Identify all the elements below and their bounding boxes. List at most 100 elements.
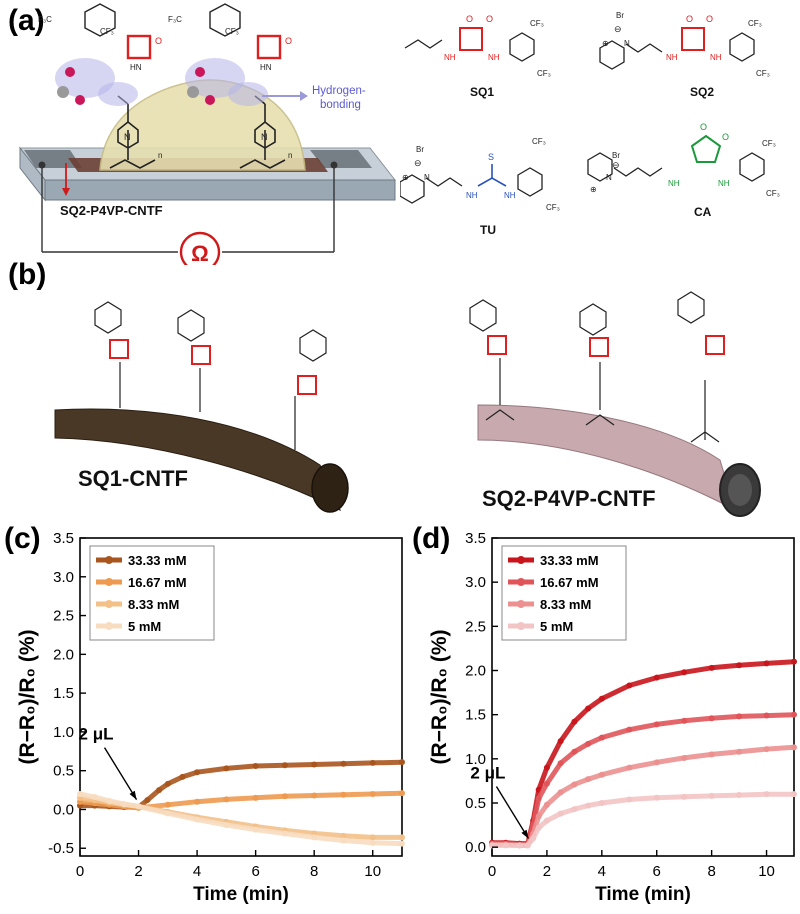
ohmmeter-icon [179,231,221,265]
f3c-label: F₃C [38,15,52,24]
squaramide-ring [126,34,152,60]
svg-text:⊖: ⊖ [414,158,422,168]
data-point [535,813,542,820]
x-tick-label: 0 [488,863,496,880]
data-point [571,718,578,725]
analyte-atom [57,86,69,98]
y-tick-label: 1.5 [465,707,486,724]
data-point [763,660,770,667]
device-caption: SQ2-P4VP-CNTF [60,203,163,218]
data-point [399,834,405,841]
y-tick-label: 2.0 [465,663,486,680]
data-point [164,780,171,787]
svg-text:CF₃: CF₃ [537,69,551,78]
data-point [369,839,376,846]
svg-text:N: N [624,39,630,48]
f3c-label: F₃C [168,15,182,24]
analyte-atom [195,67,205,77]
legend-label: 33.33 mM [128,553,187,568]
compound-structures: NH NH O O CF₃ CF₃ SQ1 Br ⊖ N ⊕ NH NH O O… [400,11,780,237]
y-tick-label: -0.5 [48,840,74,857]
y-tick-label: 1.5 [53,685,74,702]
data-point [179,773,186,780]
data-point [653,794,660,801]
y-axis-label: (R−R₀)/R₀ (%) [16,629,39,764]
electrode-left [24,150,82,168]
o-label: O [285,36,292,46]
data-point [311,761,318,768]
data-point [340,837,347,844]
y-tick-label: 0.0 [465,839,486,856]
compound-name-sq1: SQ1 [470,85,494,99]
data-point [516,842,523,849]
data-point [585,776,592,783]
substrate-side [19,146,46,202]
legend-marker [105,556,113,564]
data-point [763,746,770,753]
data-point [530,835,537,842]
data-point [708,792,715,799]
data-point [626,682,633,689]
data-point [681,754,688,761]
y-tick-label: 2.5 [53,608,74,625]
data-point [340,832,347,839]
data-point [535,795,542,802]
data-point [763,791,770,798]
svg-text:⊖: ⊖ [614,24,622,34]
svg-text:⊕: ⊕ [602,39,609,48]
substrate-front [44,179,396,201]
svg-text:NH: NH [504,191,516,200]
svg-text:NH: NH [710,53,722,62]
data-point [763,712,770,719]
data-point [653,674,660,681]
legend-label: 33.33 mM [540,553,599,568]
data-point [369,790,376,797]
data-point [252,794,259,801]
chart-d: 0 2 4 6 8 10 0.0 0.5 1.0 1.5 2.0 2.5 3.0 3.5 Time (min… [428,530,797,905]
data-point [77,790,83,797]
data-point [626,726,633,733]
panel-label-b: (b) [8,258,47,291]
svg-text:⊖: ⊖ [612,160,620,170]
data-point [106,797,113,804]
data-point [311,792,318,799]
svg-text:Br: Br [416,145,424,154]
data-point [681,669,688,676]
legend-label: 5 mM [540,619,573,634]
data-point [653,721,660,728]
svg-text:NH: NH [466,191,478,200]
fiber-illustrations: SQ1-CNTF SQ2-P4VP-CNTF [54,291,761,517]
fiber-end [311,463,349,513]
svg-text:O: O [706,14,713,24]
legend-marker [105,622,113,630]
compound-tu: Br ⊖ N ⊕ S NH NH CF₃ CF₃ [400,137,560,212]
legend-marker [517,556,525,564]
legend-label: 16.67 mM [540,575,599,590]
fiber-label-right: SQ2-P4VP-CNTF [482,486,656,511]
svg-text:⊕: ⊕ [402,173,409,182]
n-subscript: n [288,151,292,160]
data-point [585,705,592,712]
data-point [156,787,163,794]
x-tick-label: 6 [653,863,661,880]
hbond-cloud [98,82,138,106]
data-point [135,803,142,810]
data-point [585,740,592,747]
panel-label-d: (d) [412,522,451,555]
data-point [557,738,564,745]
chart-c: 0 2 4 6 8 10 -0.5 0.0 0.5 1.0 1.5 2.0 2.5 3.0 3.5 Time … [16,530,405,905]
svg-text:Br: Br [616,11,624,20]
compound-name-tu: TU [480,223,496,237]
svg-text:O: O [486,14,493,24]
data-point [571,806,578,813]
data-point [708,664,715,671]
data-point [120,801,127,808]
y-tick-label: 3.5 [53,530,74,547]
data-point [708,715,715,722]
panel-label-c: (c) [4,522,41,555]
y-tick-label: 0.5 [465,795,486,812]
annotation-text: 2 μL [79,725,114,744]
data-point [736,713,743,720]
data-point [164,810,171,817]
svg-text:CF₃: CF₃ [766,189,780,198]
